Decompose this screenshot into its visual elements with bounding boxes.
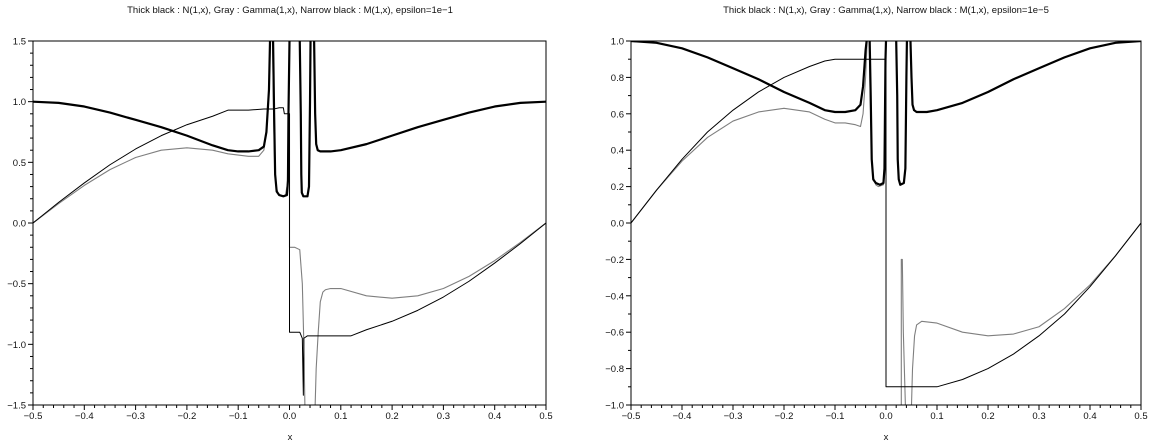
x-tick-label: −0.4 (75, 411, 94, 422)
x-tick-label: −0.5 (24, 411, 43, 422)
series-line-0 (631, 41, 1141, 405)
chart-title: Thick black : N(1,x), Gray : Gamma(1,x),… (723, 5, 1049, 16)
x-tick-label: −0.1 (826, 411, 845, 422)
x-tick-label: 0.2 (981, 411, 994, 422)
y-tick-label: −1.0 (605, 401, 624, 412)
y-tick-label: −0.2 (605, 255, 624, 266)
x-tick-label: 0.1 (334, 411, 347, 422)
x-tick-label: 0.0 (879, 411, 892, 422)
tick-group: −0.5 −0.4 −0.3 −0.2 −0.1 0.0 0.1 0.2 0.3 0.4 0.5 −1… (605, 37, 1147, 423)
plot-frame (32, 40, 547, 406)
x-axis-label: x (884, 432, 889, 443)
x-tick-label: 0.0 (283, 411, 296, 422)
x-tick-label: −0.3 (724, 411, 743, 422)
x-tick-label: −0.4 (673, 411, 692, 422)
chart-panel-left: Thick black : N(1,x), Gray : Gamma(1,x),… (7, 5, 552, 443)
x-tick-label: 0.5 (1134, 411, 1147, 422)
y-tick-label: 0.0 (611, 219, 624, 230)
x-tick-label: 0.5 (539, 411, 552, 422)
series-line-2 (631, 41, 1141, 186)
plot-frame (630, 40, 1142, 406)
x-axis-label: x (288, 432, 293, 443)
y-tick-label: 0.6 (611, 109, 624, 120)
y-tick-label: 0.5 (13, 158, 26, 169)
series-layer (631, 41, 1141, 405)
chart-panel-right: Thick black : N(1,x), Gray : Gamma(1,x),… (605, 5, 1147, 443)
tick-group: −0.5 −0.4 −0.3 −0.2 −0.1 0.0 0.1 0.2 0.3 0.4 0.5 −1… (7, 37, 552, 423)
y-tick-label: 0.4 (611, 146, 624, 157)
y-tick-label: −0.4 (605, 291, 624, 302)
series-line-2 (33, 41, 546, 198)
x-tick-label: −0.1 (229, 411, 248, 422)
x-tick-label: 0.2 (385, 411, 398, 422)
x-tick-label: −0.2 (775, 411, 794, 422)
y-tick-label: −0.6 (605, 328, 624, 339)
y-tick-label: −0.5 (7, 279, 26, 290)
y-tick-label: 1.0 (13, 97, 26, 108)
x-tick-label: −0.2 (178, 411, 197, 422)
y-tick-label: 1.0 (611, 37, 624, 48)
y-tick-label: −1.5 (7, 401, 26, 412)
chart-title: Thick black : N(1,x), Gray : Gamma(1,x),… (127, 5, 453, 16)
x-tick-label: 0.3 (1032, 411, 1045, 422)
x-tick-label: 0.4 (1083, 411, 1096, 422)
series-line-1 (33, 107, 546, 396)
y-tick-label: 0.8 (611, 73, 624, 84)
y-tick-label: −1.0 (7, 340, 26, 351)
series-layer (33, 41, 546, 405)
x-tick-label: 0.4 (488, 411, 501, 422)
y-tick-label: 0.2 (611, 182, 624, 193)
x-tick-label: 0.3 (437, 411, 450, 422)
y-tick-label: 0.0 (13, 219, 26, 230)
y-tick-label: 1.5 (13, 37, 26, 48)
x-tick-label: −0.3 (126, 411, 145, 422)
x-tick-label: −0.5 (622, 411, 641, 422)
y-tick-label: −0.8 (605, 364, 624, 375)
x-tick-label: 0.1 (930, 411, 943, 422)
